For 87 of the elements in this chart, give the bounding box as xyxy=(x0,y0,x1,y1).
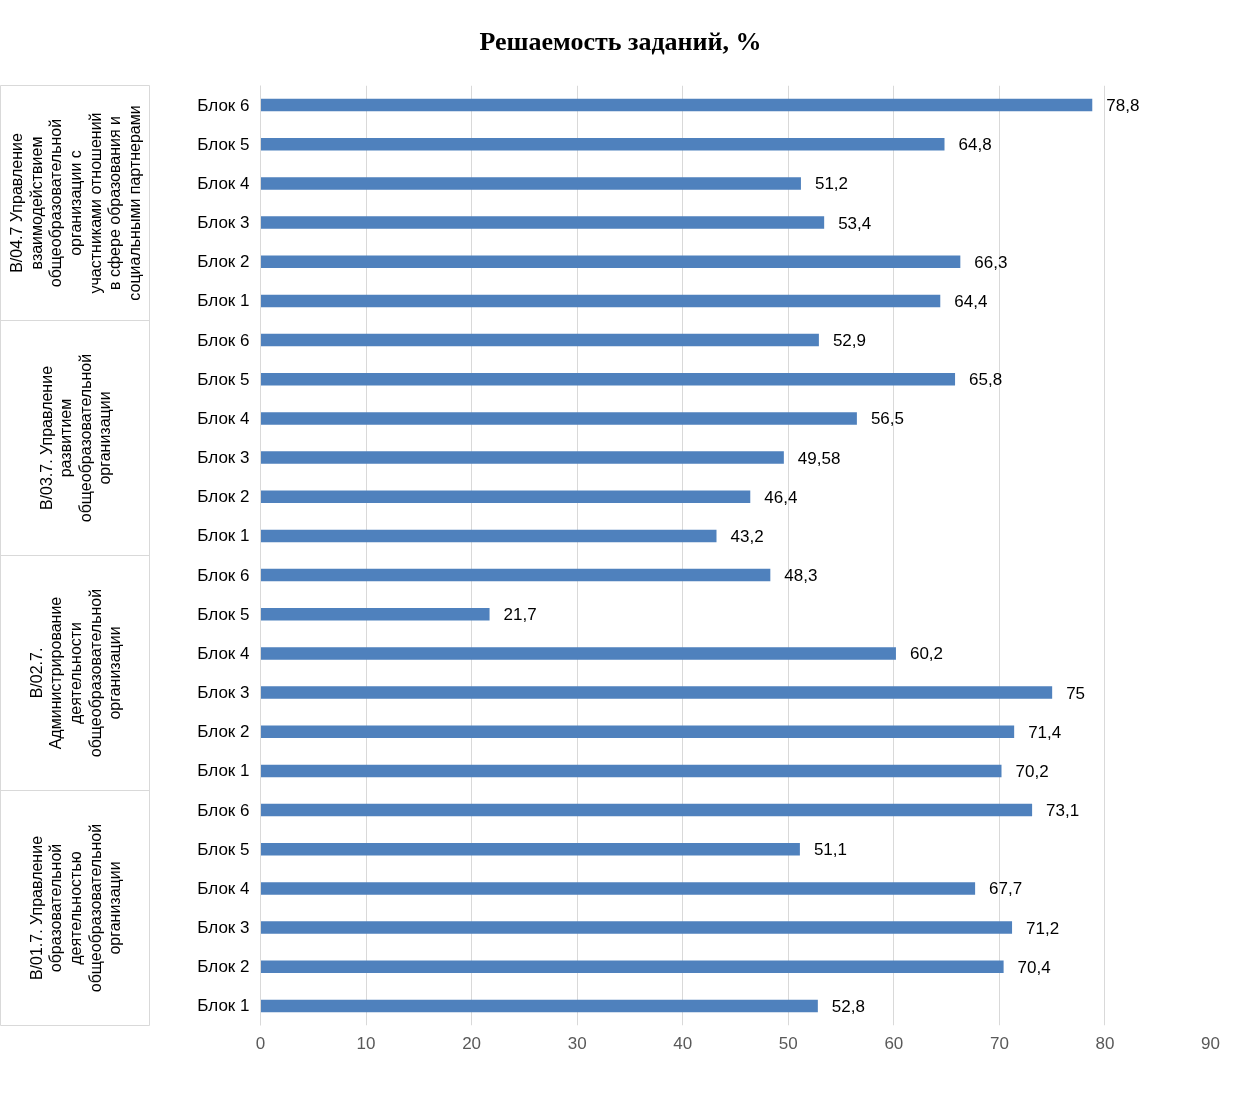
x-tick-label: 80 xyxy=(1095,1033,1115,1053)
data-label: 71,2 xyxy=(1026,918,1060,938)
y-tick-label: Блок 3 xyxy=(197,918,250,938)
x-tick-label: 50 xyxy=(778,1033,798,1053)
text: В/04.7 Управление взаимодействием общеобразовательной организации с участниками отношений в сфере образования и социальными партнерами xyxy=(8,105,143,301)
chart-title: Решаемость заданий, % xyxy=(479,26,762,56)
y-tick-label: Блок 4 xyxy=(197,878,250,898)
data-label: 48,3 xyxy=(784,566,818,586)
data-label: 51,1 xyxy=(813,840,847,860)
data-label: 52,8 xyxy=(831,996,865,1016)
bar xyxy=(260,333,819,347)
data-label: 53,4 xyxy=(838,213,872,233)
data-label: 43,2 xyxy=(730,526,764,546)
y-tick-label: Блок 6 xyxy=(197,330,250,350)
bar xyxy=(260,216,825,229)
bar xyxy=(260,999,818,1013)
y-tick-label: Блок 2 xyxy=(197,957,250,977)
bar xyxy=(260,647,896,660)
y-tick-label: Блок 1 xyxy=(197,291,250,311)
y-tick-label: Блок 4 xyxy=(197,643,250,663)
y-tick-label: Блок 5 xyxy=(197,369,250,389)
y-tick-label: Блок 3 xyxy=(197,213,250,233)
x-tick-label: 40 xyxy=(673,1033,693,1053)
y-tick-label: Блок 3 xyxy=(197,448,250,468)
bar xyxy=(260,490,751,504)
bar xyxy=(260,803,1033,817)
bar xyxy=(260,372,956,386)
y-tick-label: Блок 3 xyxy=(197,683,250,703)
x-tick-label: 60 xyxy=(884,1033,904,1053)
bar xyxy=(260,882,976,895)
x-tick-label: 70 xyxy=(989,1033,1009,1053)
data-label: 70,4 xyxy=(1017,957,1051,977)
y-tick-label: Блок 6 xyxy=(197,565,250,585)
bar xyxy=(260,177,801,190)
bar xyxy=(260,529,717,543)
x-tick-label: 0 xyxy=(255,1033,266,1053)
y-tick-label: Блок 2 xyxy=(197,722,250,742)
data-label: 21,7 xyxy=(503,605,537,625)
y-tick-label: Блок 6 xyxy=(197,95,250,115)
bar xyxy=(260,137,945,151)
bar xyxy=(260,842,800,856)
data-label: 67,7 xyxy=(989,879,1023,899)
data-label: 64,8 xyxy=(958,135,992,155)
x-tick-label: 10 xyxy=(356,1033,376,1053)
data-label: 52,9 xyxy=(832,331,866,351)
data-label: 46,4 xyxy=(764,487,798,507)
data-label: 78,8 xyxy=(1106,96,1140,116)
y-tick-label: Блок 1 xyxy=(197,761,250,781)
bar xyxy=(260,255,961,269)
bar xyxy=(260,98,1093,112)
y-tick-label: Блок 1 xyxy=(197,526,250,546)
y-tick-label: Блок 6 xyxy=(197,800,250,820)
y-tick-label: Блок 4 xyxy=(197,173,250,193)
bar xyxy=(260,725,1015,739)
y-tick-label: Блок 5 xyxy=(197,134,250,154)
data-label: 73,1 xyxy=(1046,801,1080,821)
text: В/03.7. Управление развитием общеобразовательной организации xyxy=(37,353,114,523)
x-tick-label: 90 xyxy=(1201,1033,1220,1053)
bar xyxy=(260,764,1002,778)
y-tick-label: Блок 4 xyxy=(197,408,250,428)
bar xyxy=(260,568,771,582)
data-label: 70,2 xyxy=(1015,761,1049,781)
data-label: 75 xyxy=(1066,683,1086,703)
bar xyxy=(260,960,1004,974)
data-label: 56,5 xyxy=(870,409,904,429)
bar xyxy=(260,412,857,425)
bar xyxy=(260,921,1013,934)
y-tick-label: Блок 5 xyxy=(197,839,250,859)
data-label: 66,3 xyxy=(974,252,1008,272)
data-label: 60,2 xyxy=(909,644,944,664)
bar xyxy=(260,607,490,621)
x-tick-label: 20 xyxy=(462,1033,482,1053)
y-tick-label: Блок 2 xyxy=(197,487,250,507)
data-label: 64,4 xyxy=(954,291,988,311)
x-tick-label: 30 xyxy=(567,1033,587,1053)
data-label: 51,2 xyxy=(814,174,849,194)
bar xyxy=(260,686,1053,699)
y-tick-label: Блок 2 xyxy=(197,252,250,272)
data-label: 49,58 xyxy=(797,448,841,468)
data-label: 65,8 xyxy=(969,370,1003,390)
y-tick-label: Блок 5 xyxy=(197,604,250,624)
text: В/02.7. Администрирование деятельности общеобразовательной организации xyxy=(27,588,124,758)
data-label: 71,4 xyxy=(1028,722,1062,742)
bar xyxy=(260,294,941,308)
bar xyxy=(260,451,784,464)
text: В/01.7. Управление образовательной деятельностью общеобразовательной организации xyxy=(27,823,124,993)
y-tick-label: Блок 1 xyxy=(197,996,250,1016)
